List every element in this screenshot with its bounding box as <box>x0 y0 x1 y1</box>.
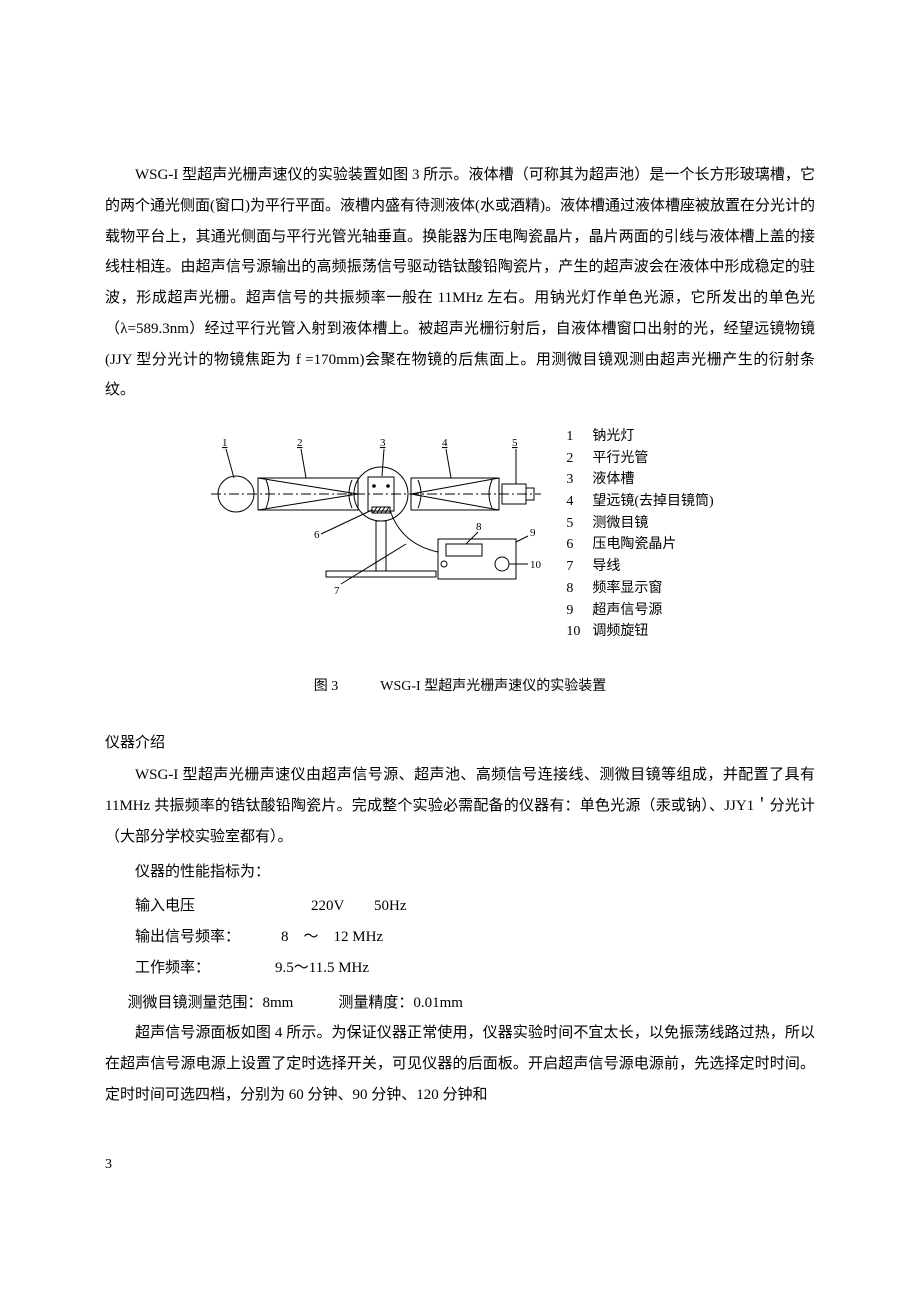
spec-row-range: 测微目镜测量范围：8mm 测量精度：0.01mm <box>105 988 815 1019</box>
page-number: 3 <box>105 1151 815 1180</box>
legend-item: 4望远镜(去掉目镜筒) <box>566 491 713 513</box>
figure-3-legend: 1钠光灯 2平行光管 3液体槽 4望远镜(去掉目镜筒) 5测微目镜 6压电陶瓷晶… <box>566 424 713 643</box>
legend-item: 9超声信号源 <box>566 600 713 622</box>
svg-text:2: 2 <box>297 437 303 449</box>
legend-item: 5测微目镜 <box>566 513 713 535</box>
legend-item: 7导线 <box>566 556 713 578</box>
svg-text:4: 4 <box>442 437 448 449</box>
svg-text:3: 3 <box>380 437 386 449</box>
svg-text:7: 7 <box>334 585 340 597</box>
figure-3-diagram: 1 2 3 4 5 6 7 8 9 10 <box>206 424 546 616</box>
legend-item: 2平行光管 <box>566 448 713 470</box>
legend-item: 10调频旋钮 <box>566 621 713 643</box>
figure-3-caption: 图 3 WSG-I 型超声光栅声速仪的实验装置 <box>105 673 815 702</box>
main-paragraph-2: WSG-I 型超声光栅声速仪由超声信号源、超声池、高频信号连接线、测微目镜等组成… <box>105 760 815 852</box>
spec-row: 工作频率： 9.5～11.5 MHz <box>135 953 815 984</box>
spec-row: 输出信号频率： 8 ～ 12 MHz <box>135 922 815 953</box>
section-title-instruments: 仪器介绍 <box>105 728 815 759</box>
svg-text:6: 6 <box>314 529 320 541</box>
specs-intro: 仪器的性能指标为： <box>105 857 815 888</box>
svg-text:10: 10 <box>530 559 542 571</box>
figure-3-block: 1 2 3 4 5 6 7 8 9 10 1钠光灯 2平行光管 3液体槽 4望远… <box>105 424 815 643</box>
svg-text:1: 1 <box>222 437 228 449</box>
spec-row: 输入电压 220V 50Hz <box>135 891 815 922</box>
legend-item: 8频率显示窗 <box>566 578 713 600</box>
svg-text:8: 8 <box>476 521 482 533</box>
svg-text:9: 9 <box>530 527 536 539</box>
svg-text:5: 5 <box>512 437 518 449</box>
legend-item: 3液体槽 <box>566 469 713 491</box>
main-paragraph-1: WSG-I 型超声光栅声速仪的实验装置如图 3 所示。液体槽（可称其为超声池）是… <box>105 160 815 406</box>
legend-item: 1钠光灯 <box>566 426 713 448</box>
main-paragraph-3: 超声信号源面板如图 4 所示。为保证仪器正常使用，仪器实验时间不宜太长，以免振荡… <box>105 1018 815 1110</box>
legend-item: 6压电陶瓷晶片 <box>566 534 713 556</box>
specs-block: 输入电压 220V 50Hz 输出信号频率： 8 ～ 12 MHz 工作频率： … <box>135 891 815 983</box>
